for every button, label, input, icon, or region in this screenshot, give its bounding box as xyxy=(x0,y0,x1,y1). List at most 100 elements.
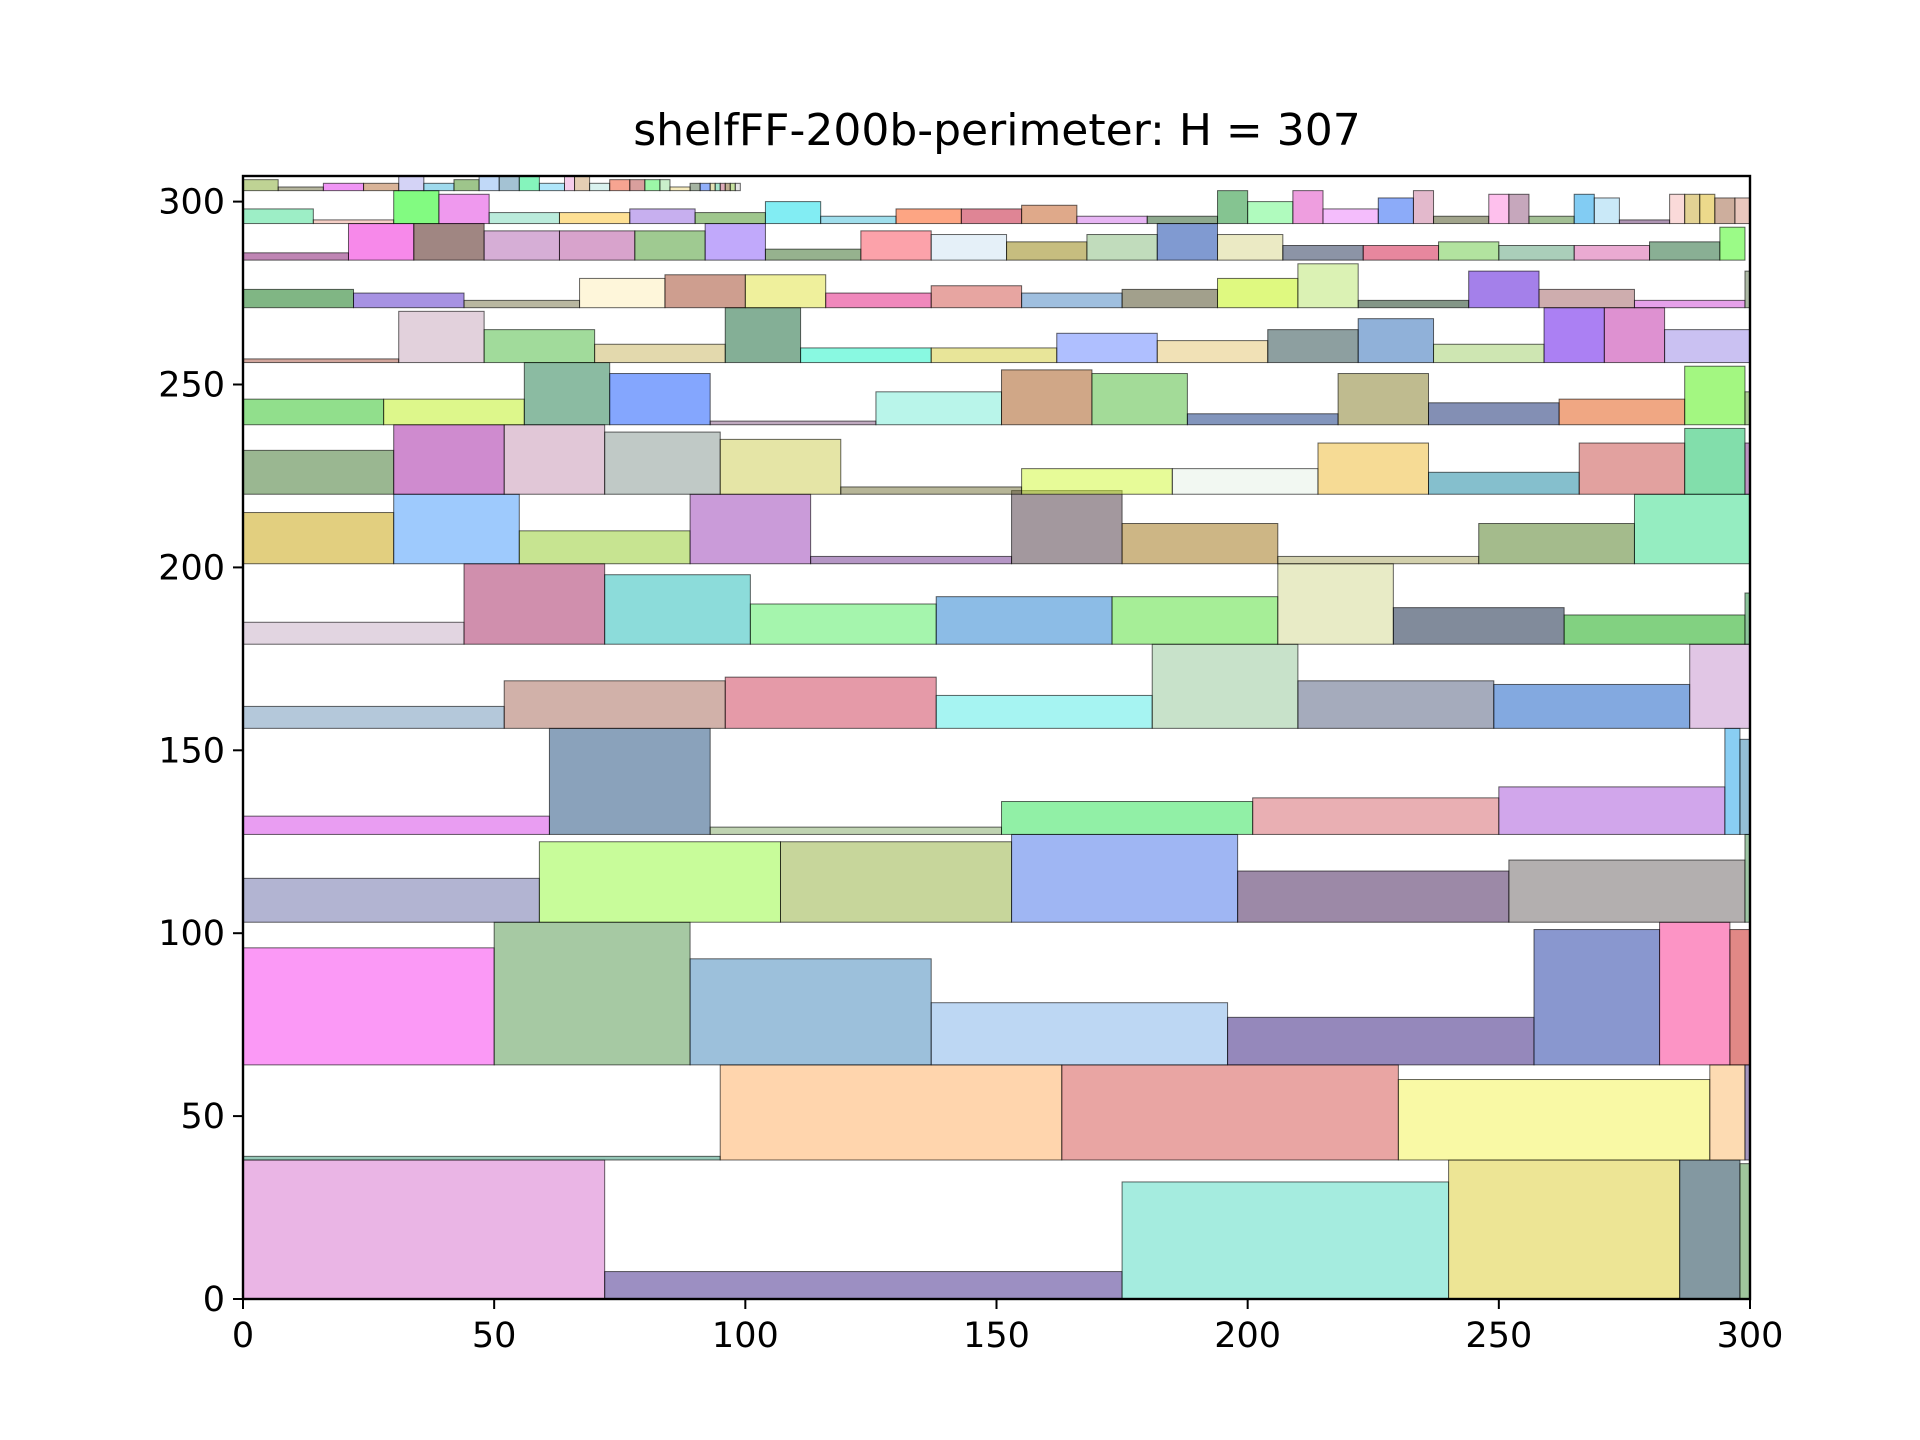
packed-rectangle-202 xyxy=(734,182,741,192)
packed-rectangle-89 xyxy=(1744,391,1750,426)
packed-rectangle-115 xyxy=(1217,277,1299,309)
packed-rectangle-50 xyxy=(1392,607,1565,645)
packed-rectangle-190 xyxy=(609,179,631,192)
packed-rectangle-88 xyxy=(1684,365,1746,426)
packed-rectangle-123 xyxy=(347,223,415,261)
packed-rectangle-42 xyxy=(1689,643,1750,729)
packed-rectangle-116 xyxy=(1297,263,1359,309)
packed-rectangle-33 xyxy=(1724,727,1741,835)
packed-rectangle-160 xyxy=(1292,190,1324,225)
packed-rectangle-130 xyxy=(860,230,932,261)
packed-rectangle-126 xyxy=(558,230,636,261)
packed-rectangle-24 xyxy=(1237,870,1510,923)
packed-rectangle-100 xyxy=(1357,318,1435,364)
packed-rectangle-107 xyxy=(463,299,581,309)
packed-rectangle-82 xyxy=(1001,369,1093,426)
packed-rectangle-201 xyxy=(729,182,736,192)
packed-rectangle-44 xyxy=(463,563,606,645)
packed-rectangle-48 xyxy=(1111,596,1279,645)
packed-rectangle-124 xyxy=(413,223,485,261)
packed-rectangle-99 xyxy=(1267,329,1359,364)
packed-rectangle-162 xyxy=(1377,197,1414,225)
packed-rectangle-127 xyxy=(634,230,706,261)
packed-rectangle-38 xyxy=(935,694,1153,729)
packed-rectangle-105 xyxy=(243,288,355,309)
packed-rectangle-52 xyxy=(1744,592,1750,645)
packed-rectangle-117 xyxy=(1357,299,1470,309)
packed-rectangle-23 xyxy=(1011,833,1239,923)
packed-rectangle-178 xyxy=(322,182,365,192)
packed-rectangle-5 xyxy=(1739,1163,1750,1299)
packed-rectangle-56 xyxy=(689,493,812,565)
packed-rectangle-132 xyxy=(1006,241,1088,261)
packed-rectangle-76 xyxy=(243,398,385,426)
packed-rectangle-20 xyxy=(243,877,540,923)
packed-rectangle-192 xyxy=(644,179,661,192)
packed-rectangle-179 xyxy=(363,182,400,192)
rectangles-layer xyxy=(243,176,1750,1299)
packed-rectangle-158 xyxy=(1217,190,1249,225)
packed-rectangle-141 xyxy=(1649,241,1721,261)
packed-rectangle-22 xyxy=(779,841,1013,923)
packed-rectangle-3 xyxy=(1448,1159,1681,1299)
packed-rectangle-170 xyxy=(1618,219,1671,225)
chart-title: shelfFF-200b-perimeter: H = 307 xyxy=(633,105,1360,156)
packed-rectangle-43 xyxy=(243,621,465,645)
packed-rectangle-156 xyxy=(1076,215,1148,225)
packed-rectangle-152 xyxy=(820,215,897,225)
packed-rectangle-194 xyxy=(669,186,691,192)
packed-rectangle-53 xyxy=(243,512,395,565)
packed-rectangle-155 xyxy=(1021,204,1078,225)
packed-rectangle-177 xyxy=(277,186,324,192)
packed-rectangle-111 xyxy=(825,292,932,309)
packed-rectangle-175 xyxy=(1734,197,1750,225)
packed-rectangle-161 xyxy=(1322,208,1379,225)
packed-rectangle-9 xyxy=(1397,1079,1711,1161)
packed-rectangle-92 xyxy=(483,329,596,364)
x-tick-label: 50 xyxy=(472,1316,517,1356)
packed-rectangle-13 xyxy=(493,921,691,1066)
packed-rectangle-144 xyxy=(312,219,395,225)
y-tick-label: 100 xyxy=(158,914,225,954)
packed-rectangle-151 xyxy=(764,201,822,225)
packed-rectangle-195 xyxy=(689,182,701,192)
packed-rectangle-10 xyxy=(1709,1064,1746,1161)
packed-rectangle-171 xyxy=(1669,193,1686,225)
packed-rectangle-60 xyxy=(1277,555,1480,565)
packed-rectangle-102 xyxy=(1543,307,1605,364)
packed-rectangle-163 xyxy=(1412,190,1435,225)
packed-rectangle-12 xyxy=(243,947,495,1066)
x-tick-label: 100 xyxy=(712,1316,779,1356)
packed-rectangle-2 xyxy=(1121,1181,1450,1299)
packed-rectangle-198 xyxy=(714,182,721,192)
packed-rectangle-122 xyxy=(243,252,349,261)
packed-rectangle-36 xyxy=(503,680,726,729)
packed-rectangle-71 xyxy=(1317,442,1430,495)
packed-rectangle-125 xyxy=(483,230,560,261)
packed-rectangle-103 xyxy=(1603,307,1666,364)
packed-rectangle-91 xyxy=(398,310,485,364)
packed-rectangle-66 xyxy=(604,431,721,495)
packed-rectangle-67 xyxy=(719,438,842,495)
packed-rectangle-8 xyxy=(1061,1064,1399,1161)
packed-rectangle-113 xyxy=(1021,292,1123,309)
packed-rectangle-140 xyxy=(1573,245,1651,261)
packed-rectangle-174 xyxy=(1714,197,1736,225)
packed-rectangle-29 xyxy=(709,826,1003,835)
packed-rectangle-39 xyxy=(1151,643,1299,729)
packed-rectangle-172 xyxy=(1684,193,1701,225)
packed-rectangle-40 xyxy=(1297,680,1495,729)
packed-rectangle-164 xyxy=(1433,215,1490,225)
packed-rectangle-114 xyxy=(1121,288,1219,309)
packed-rectangle-121 xyxy=(1744,270,1750,309)
packed-rectangle-97 xyxy=(1056,332,1158,364)
packed-rectangle-173 xyxy=(1699,193,1716,225)
packed-rectangle-93 xyxy=(594,343,726,364)
packed-rectangle-6 xyxy=(243,1155,721,1161)
packed-rectangle-119 xyxy=(1538,288,1635,309)
packed-rectangle-191 xyxy=(629,179,646,192)
packed-rectangle-54 xyxy=(393,493,520,565)
packed-rectangle-1 xyxy=(604,1271,1123,1299)
packed-rectangle-16 xyxy=(1227,1016,1535,1066)
